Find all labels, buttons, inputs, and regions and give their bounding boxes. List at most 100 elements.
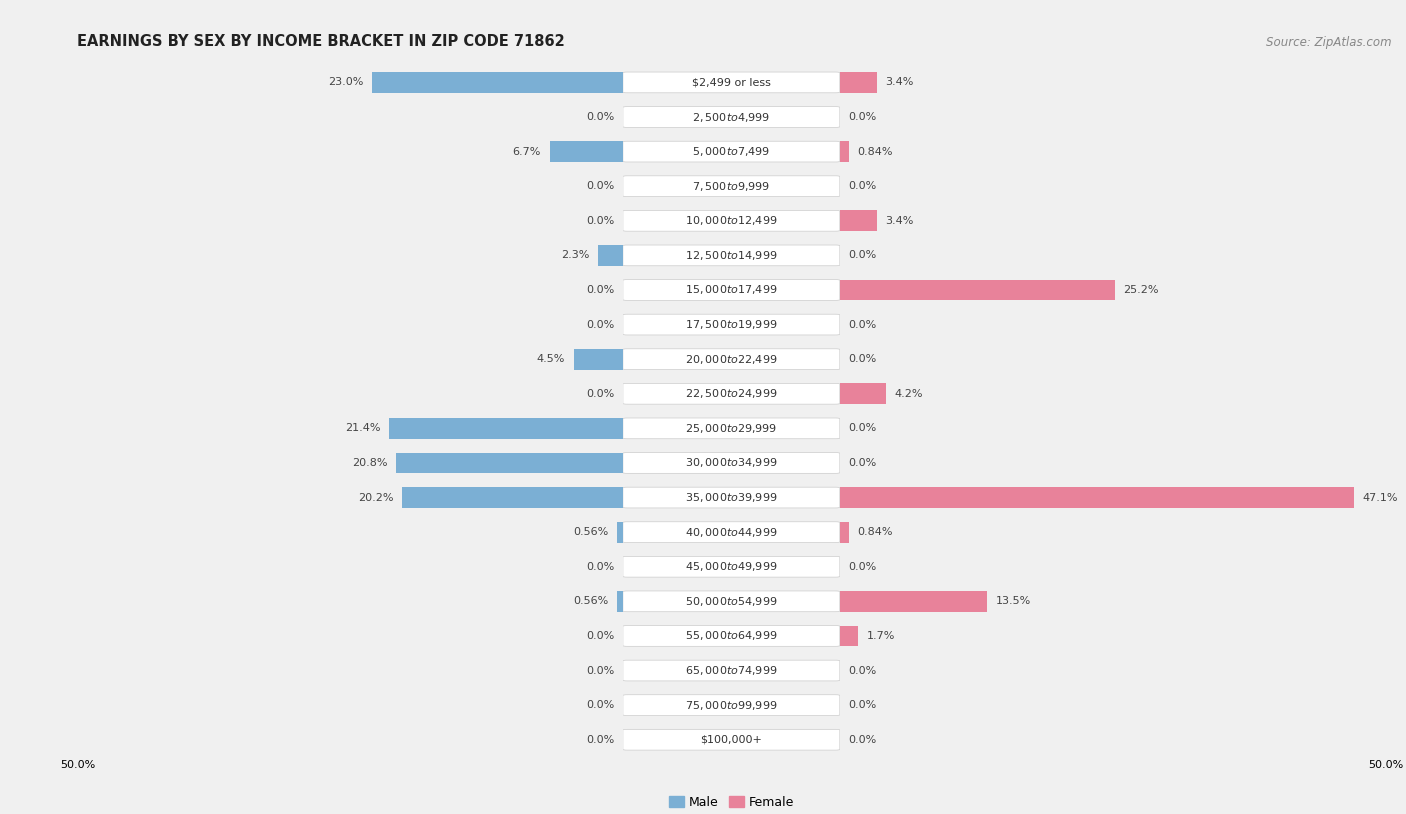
- Bar: [839, 522, 849, 542]
- Bar: [623, 134, 1406, 168]
- Text: $25,000 to $29,999: $25,000 to $29,999: [685, 422, 778, 435]
- Text: 0.56%: 0.56%: [572, 597, 607, 606]
- FancyBboxPatch shape: [623, 107, 839, 127]
- FancyBboxPatch shape: [623, 279, 839, 300]
- Bar: [0, 342, 839, 376]
- Bar: [0, 134, 623, 168]
- Bar: [623, 168, 1406, 204]
- Text: EARNINGS BY SEX BY INCOME BRACKET IN ZIP CODE 71862: EARNINGS BY SEX BY INCOME BRACKET IN ZIP…: [77, 34, 565, 49]
- Bar: [0, 168, 839, 204]
- Bar: [0, 549, 623, 584]
- Text: $50,000 to $54,999: $50,000 to $54,999: [685, 595, 778, 608]
- Text: 0.0%: 0.0%: [586, 631, 614, 641]
- Bar: [839, 72, 877, 93]
- Bar: [0, 584, 839, 619]
- Bar: [402, 487, 623, 508]
- Bar: [389, 418, 623, 439]
- FancyBboxPatch shape: [623, 591, 839, 612]
- Bar: [0, 723, 839, 757]
- Bar: [0, 204, 623, 238]
- Text: 0.0%: 0.0%: [849, 562, 877, 571]
- Bar: [0, 238, 839, 273]
- Bar: [550, 141, 623, 162]
- Text: 0.56%: 0.56%: [572, 527, 607, 537]
- Bar: [0, 99, 839, 134]
- Bar: [0, 723, 623, 757]
- Bar: [839, 141, 849, 162]
- Text: 0.0%: 0.0%: [586, 700, 614, 710]
- Bar: [623, 204, 1406, 238]
- Text: Source: ZipAtlas.com: Source: ZipAtlas.com: [1267, 36, 1392, 49]
- Text: $30,000 to $34,999: $30,000 to $34,999: [685, 457, 778, 470]
- Bar: [0, 653, 839, 688]
- Text: 3.4%: 3.4%: [886, 216, 914, 225]
- Bar: [623, 273, 1406, 307]
- Text: 0.0%: 0.0%: [849, 251, 877, 260]
- Text: $100,000+: $100,000+: [700, 735, 762, 745]
- Legend: Male, Female: Male, Female: [664, 791, 799, 814]
- FancyBboxPatch shape: [623, 314, 839, 335]
- Text: 0.0%: 0.0%: [849, 458, 877, 468]
- Bar: [396, 453, 623, 473]
- Bar: [623, 723, 1406, 757]
- Bar: [623, 307, 1406, 342]
- Bar: [623, 65, 1406, 99]
- Text: 23.0%: 23.0%: [328, 77, 363, 87]
- Bar: [839, 210, 877, 231]
- Text: $22,500 to $24,999: $22,500 to $24,999: [685, 387, 778, 400]
- Bar: [0, 653, 623, 688]
- Text: 0.0%: 0.0%: [849, 700, 877, 710]
- Bar: [839, 383, 886, 404]
- Bar: [0, 584, 623, 619]
- Bar: [373, 72, 623, 93]
- FancyBboxPatch shape: [623, 556, 839, 577]
- Text: $20,000 to $22,499: $20,000 to $22,499: [685, 352, 778, 365]
- Bar: [617, 591, 623, 612]
- Text: 0.0%: 0.0%: [586, 112, 614, 122]
- Bar: [0, 480, 623, 514]
- Text: $12,500 to $14,999: $12,500 to $14,999: [685, 249, 778, 262]
- Text: 0.0%: 0.0%: [849, 320, 877, 330]
- Text: 6.7%: 6.7%: [513, 147, 541, 156]
- Bar: [0, 619, 623, 653]
- Text: $45,000 to $49,999: $45,000 to $49,999: [685, 560, 778, 573]
- Text: 0.0%: 0.0%: [849, 182, 877, 191]
- Bar: [617, 522, 623, 542]
- Text: 47.1%: 47.1%: [1362, 492, 1398, 502]
- FancyBboxPatch shape: [623, 453, 839, 473]
- Bar: [0, 514, 839, 549]
- Text: $7,500 to $9,999: $7,500 to $9,999: [692, 180, 770, 193]
- Text: $65,000 to $74,999: $65,000 to $74,999: [685, 664, 778, 677]
- Text: $17,500 to $19,999: $17,500 to $19,999: [685, 318, 778, 331]
- Bar: [623, 514, 1406, 549]
- Bar: [0, 549, 839, 584]
- Text: 4.2%: 4.2%: [894, 389, 922, 399]
- Bar: [623, 688, 1406, 723]
- Text: 0.0%: 0.0%: [849, 354, 877, 364]
- FancyBboxPatch shape: [623, 522, 839, 542]
- Text: $15,000 to $17,499: $15,000 to $17,499: [685, 283, 778, 296]
- Bar: [623, 99, 1406, 134]
- FancyBboxPatch shape: [623, 729, 839, 751]
- Text: 1.7%: 1.7%: [868, 631, 896, 641]
- Bar: [623, 619, 1406, 653]
- Text: 0.0%: 0.0%: [586, 666, 614, 676]
- FancyBboxPatch shape: [623, 141, 839, 162]
- FancyBboxPatch shape: [623, 625, 839, 646]
- FancyBboxPatch shape: [623, 383, 839, 404]
- FancyBboxPatch shape: [623, 176, 839, 196]
- Text: 25.2%: 25.2%: [1123, 285, 1159, 295]
- Bar: [0, 376, 623, 411]
- Text: 0.0%: 0.0%: [849, 423, 877, 433]
- Text: 20.8%: 20.8%: [352, 458, 387, 468]
- Text: 0.0%: 0.0%: [586, 735, 614, 745]
- Bar: [839, 487, 1354, 508]
- Text: 0.0%: 0.0%: [586, 562, 614, 571]
- Text: $55,000 to $64,999: $55,000 to $64,999: [685, 629, 778, 642]
- Bar: [623, 480, 1406, 514]
- Bar: [0, 168, 623, 204]
- Bar: [0, 480, 839, 514]
- Text: 0.84%: 0.84%: [858, 147, 893, 156]
- Bar: [839, 591, 987, 612]
- Text: 4.5%: 4.5%: [537, 354, 565, 364]
